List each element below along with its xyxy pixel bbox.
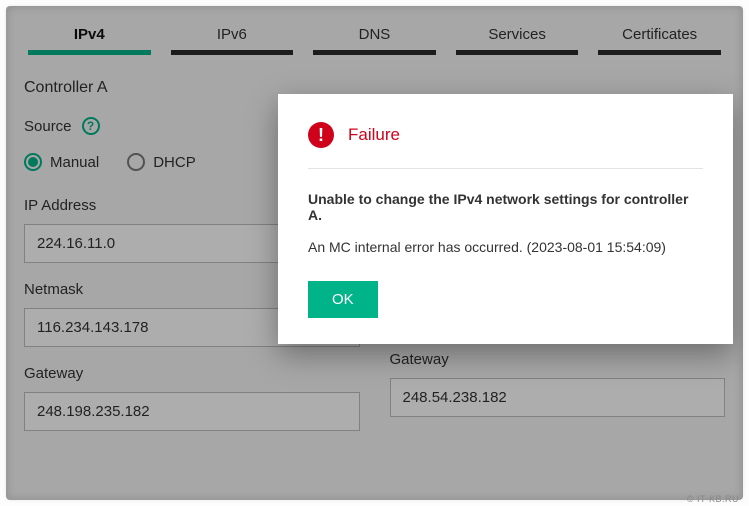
modal-body: Unable to change the IPv4 network settin… <box>308 169 703 318</box>
modal-header: ! Failure <box>308 122 703 169</box>
modal-message-main: Unable to change the IPv4 network settin… <box>308 191 703 223</box>
modal-message-detail: An MC internal error has occurred. (2023… <box>308 239 703 255</box>
failure-modal: ! Failure Unable to change the IPv4 netw… <box>278 94 733 344</box>
watermark-text: © IT-KB.RU <box>687 494 739 504</box>
error-icon: ! <box>308 122 334 148</box>
modal-title: Failure <box>348 125 400 145</box>
ok-button[interactable]: OK <box>308 281 378 318</box>
